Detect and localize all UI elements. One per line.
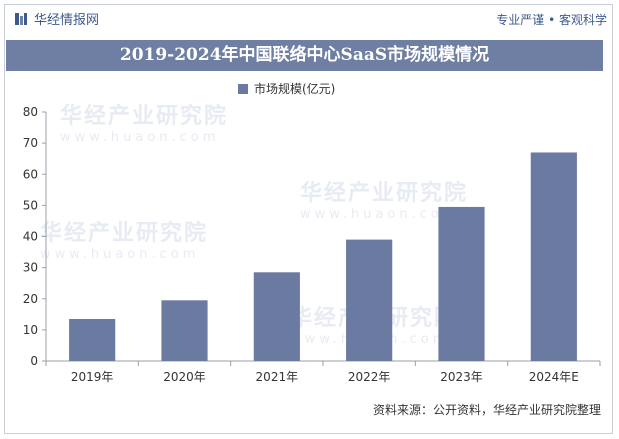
- bar: [438, 206, 485, 361]
- y-tick-label: 60: [23, 167, 38, 181]
- y-tick-label: 30: [23, 261, 38, 275]
- bar: [161, 300, 208, 361]
- bar: [346, 239, 393, 361]
- y-tick-label: 50: [23, 198, 38, 212]
- x-tick-label: 2020年: [163, 370, 206, 384]
- legend: 市场规模(亿元): [238, 80, 335, 97]
- bar: [253, 272, 300, 361]
- x-tick-label: 2021年: [256, 370, 299, 384]
- slogan: 专业严谨 • 客观科学: [496, 13, 607, 27]
- bar: [69, 318, 116, 361]
- y-tick-label: 70: [23, 136, 38, 150]
- y-tick-label: 40: [23, 230, 38, 244]
- source-note: 资料来源：公开资料，华经产业研究院整理: [372, 403, 601, 417]
- brand: 华经情报网: [14, 9, 99, 28]
- brand-logo-icon: [15, 12, 27, 25]
- brand-name: 华经情报网: [34, 13, 100, 28]
- y-tick-label: 10: [23, 323, 38, 337]
- bar: [530, 152, 577, 361]
- chart-title: 2019-2024年中国联络中心SaaS市场规模情况: [119, 45, 490, 65]
- y-tick-label: 20: [23, 292, 38, 306]
- y-tick-label: 80: [23, 105, 38, 119]
- y-tick-label: 0: [30, 354, 38, 368]
- legend-label: 市场规模(亿元): [254, 82, 336, 96]
- legend-swatch: [238, 83, 248, 94]
- chart-frame: [4, 4, 613, 434]
- header: 华经情报网 专业严谨 • 客观科学: [0, 0, 619, 34]
- title-bar: 2019-2024年中国联络中心SaaS市场规模情况: [6, 40, 603, 71]
- x-tick-label: 2022年: [348, 370, 391, 384]
- x-tick-label: 2024年E: [529, 370, 579, 384]
- x-tick-label: 2019年: [71, 370, 114, 384]
- x-tick-label: 2023年: [440, 370, 483, 384]
